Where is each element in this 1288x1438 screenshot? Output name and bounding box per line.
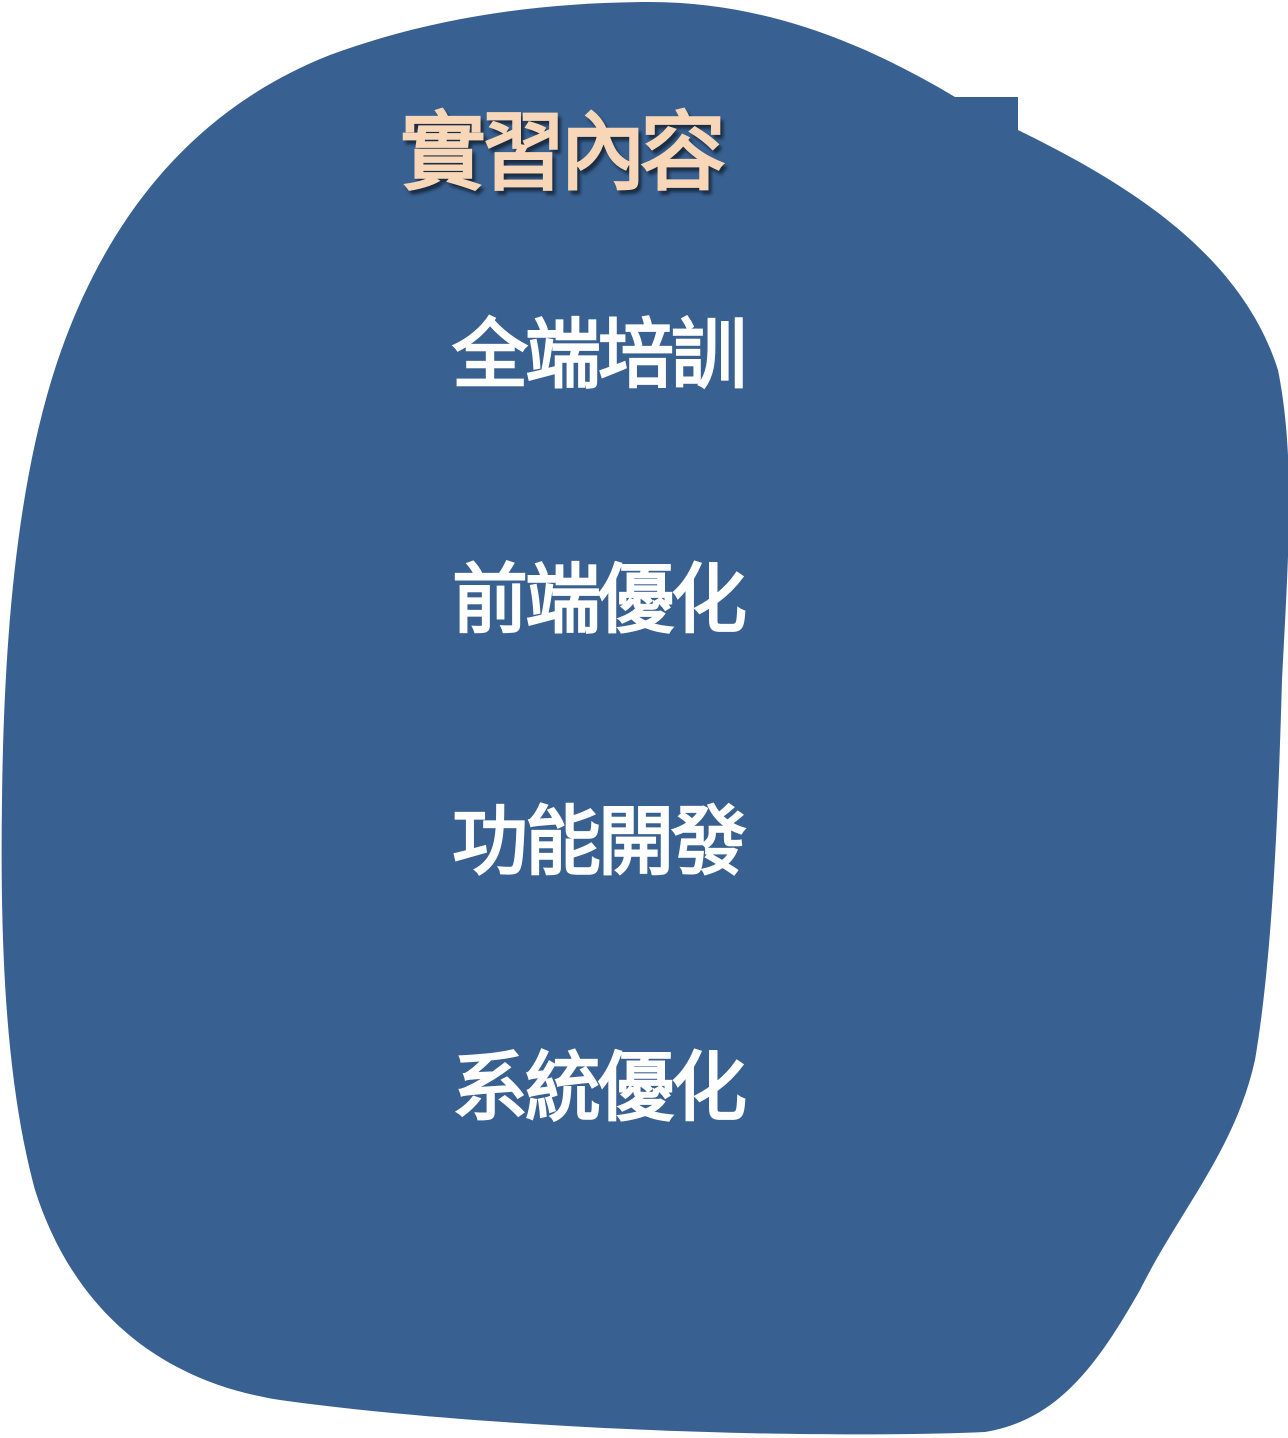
- page-title: 實習內容: [400, 102, 726, 203]
- item-system-optimization: 系統優化: [452, 1043, 747, 1132]
- item-frontend-optimization: 前端優化: [452, 555, 747, 644]
- item-feature-development: 功能開發: [452, 797, 747, 886]
- item-full-stack-training: 全端培訓: [452, 310, 747, 399]
